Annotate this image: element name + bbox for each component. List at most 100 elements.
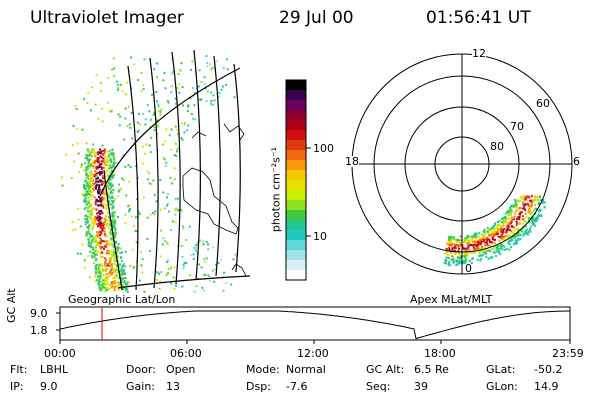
emission-pixel xyxy=(472,240,475,243)
emission-pixel xyxy=(170,128,173,131)
emission-pixel xyxy=(119,263,122,266)
emission-pixel xyxy=(100,203,103,206)
mlat-label-80: 80 xyxy=(490,140,504,153)
emission-pixel xyxy=(159,110,162,113)
emission-pixel xyxy=(119,115,122,118)
emission-pixel xyxy=(507,236,510,239)
emission-pixel xyxy=(148,110,151,113)
emission-pixel xyxy=(510,209,513,212)
emission-pixel xyxy=(225,282,228,285)
emission-pixel xyxy=(91,148,94,151)
emission-pixel xyxy=(100,263,103,266)
colorbar-band xyxy=(286,120,306,131)
emission-pixel xyxy=(90,241,93,244)
emission-pixel xyxy=(88,165,91,168)
emission-pixel xyxy=(88,185,91,188)
emission-pixel xyxy=(95,74,98,77)
emission-pixel xyxy=(109,229,112,232)
emission-pixel xyxy=(87,177,90,180)
emission-pixel xyxy=(99,197,102,200)
emission-pixel xyxy=(99,247,102,250)
emission-pixel xyxy=(478,241,481,244)
emission-pixel xyxy=(125,194,128,197)
emission-pixel xyxy=(158,271,161,274)
emission-pixel xyxy=(516,240,519,243)
emission-pixel xyxy=(491,236,494,239)
emission-pixel xyxy=(86,226,89,228)
emission-pixel xyxy=(211,246,214,249)
emission-pixel xyxy=(175,155,177,157)
emission-pixel xyxy=(485,252,488,255)
emission-pixel xyxy=(102,180,105,183)
emission-pixel xyxy=(510,246,513,249)
emission-pixel xyxy=(483,234,486,237)
emission-pixel xyxy=(163,158,166,161)
emission-pixel xyxy=(201,286,204,289)
emission-pixel xyxy=(506,224,509,227)
emission-pixel xyxy=(450,258,453,261)
emission-pixel xyxy=(182,227,185,230)
emission-pixel xyxy=(448,237,451,240)
emission-pixel xyxy=(520,197,523,200)
emission-pixel xyxy=(488,234,490,237)
emission-pixel xyxy=(115,80,118,83)
geographic-grid-lines xyxy=(99,49,251,291)
emission-pixel xyxy=(124,250,127,253)
emission-pixel xyxy=(496,221,499,224)
emission-pixel xyxy=(109,218,111,221)
emission-pixel xyxy=(86,102,89,104)
emission-pixel xyxy=(444,252,447,255)
emission-pixel xyxy=(79,225,82,228)
emission-pixel xyxy=(117,249,120,252)
emission-pixel xyxy=(487,244,490,247)
emission-pixel xyxy=(95,167,98,170)
colorbar-band xyxy=(286,200,306,211)
emission-pixel xyxy=(98,223,101,226)
emission-pixel xyxy=(155,200,158,203)
emission-pixel xyxy=(538,196,541,199)
emission-pixel xyxy=(167,268,170,271)
emission-pixel xyxy=(84,162,86,165)
emission-pixel xyxy=(89,217,92,220)
emission-pixel xyxy=(121,273,124,276)
emission-pixel xyxy=(115,274,118,277)
emission-pixel xyxy=(492,238,495,241)
emission-pixel xyxy=(124,283,127,286)
emission-pixel xyxy=(134,229,137,232)
emission-pixel xyxy=(90,109,92,112)
emission-pixel xyxy=(103,217,106,220)
emission-pixel xyxy=(189,97,192,100)
emission-pixel xyxy=(100,289,103,292)
emission-pixel xyxy=(97,192,100,194)
emission-pixel xyxy=(464,256,467,259)
emission-pixel xyxy=(200,81,203,84)
emission-pixel xyxy=(97,244,100,247)
emission-pixel xyxy=(113,222,116,225)
emission-pixel xyxy=(455,260,458,263)
emission-pixel xyxy=(193,246,196,249)
emission-pixel xyxy=(177,147,180,150)
emission-pixel xyxy=(513,198,516,201)
emission-pixel xyxy=(163,72,166,74)
emission-pixel xyxy=(87,149,90,152)
emission-pixel xyxy=(111,68,113,71)
emission-pixel xyxy=(509,211,512,214)
emission-pixel xyxy=(464,238,467,241)
emission-pixel xyxy=(172,276,175,279)
instrument-title: Ultraviolet Imager xyxy=(30,8,184,28)
emission-pixel xyxy=(464,258,467,261)
emission-pixel xyxy=(82,169,85,172)
emission-pixel xyxy=(188,225,191,228)
emission-pixel xyxy=(456,259,459,262)
colorbar-band xyxy=(286,80,306,91)
emission-pixel xyxy=(182,225,185,228)
emission-pixel xyxy=(92,248,95,251)
emission-pixel xyxy=(96,183,99,186)
altitude-xtick-2359: 23:59 xyxy=(552,347,584,360)
emission-pixel xyxy=(94,234,97,237)
emission-pixel xyxy=(456,244,459,247)
emission-pixel xyxy=(95,186,97,189)
emission-pixel xyxy=(100,239,103,242)
emission-pixel xyxy=(129,166,132,169)
